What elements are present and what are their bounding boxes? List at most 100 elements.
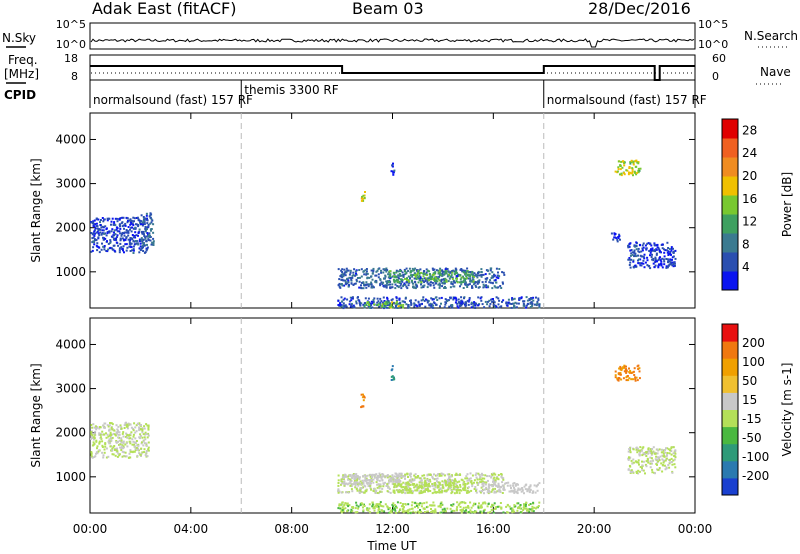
data-cell [346, 510, 349, 513]
data-cell [140, 452, 143, 455]
data-cell [457, 306, 460, 309]
data-cell [491, 275, 494, 278]
data-cell [628, 171, 630, 174]
data-cell [622, 171, 625, 174]
data-cell [354, 477, 357, 480]
data-cell [419, 502, 422, 505]
freq-right-tick-bottom: 0 [712, 70, 719, 83]
data-cell [147, 223, 150, 226]
data-cell [371, 286, 374, 289]
data-cell [105, 436, 108, 439]
data-cell [356, 479, 359, 482]
data-cell [472, 481, 475, 484]
data-cell [396, 480, 399, 483]
data-cell [480, 271, 483, 274]
data-cell [668, 248, 671, 250]
data-cell [386, 269, 389, 272]
data-cell [138, 238, 141, 241]
data-cell [619, 365, 622, 368]
data-cell [365, 268, 368, 270]
data-cell [497, 489, 500, 492]
data-cell [630, 372, 633, 374]
data-cell [109, 239, 112, 242]
data-cell [666, 258, 669, 261]
data-cell [101, 232, 104, 235]
data-cell [124, 243, 127, 246]
data-cell [654, 458, 657, 461]
data-cell [459, 278, 462, 281]
data-cell [632, 448, 635, 451]
data-cell [500, 305, 503, 308]
data-cell [389, 477, 392, 479]
data-cell [346, 282, 349, 285]
data-cell [391, 365, 394, 368]
data-cell [669, 251, 672, 254]
data-cell [455, 271, 458, 274]
data-cell [427, 300, 430, 302]
data-cell [144, 236, 147, 239]
data-cell [524, 484, 527, 487]
data-cell [109, 241, 112, 244]
data-cell [456, 481, 459, 484]
data-cell [386, 484, 389, 487]
data-cell [638, 377, 641, 380]
data-cell [451, 491, 454, 493]
data-cell [374, 492, 377, 494]
data-cell [388, 507, 391, 509]
data-cell [631, 462, 634, 465]
data-cell [631, 170, 634, 173]
data-cell [489, 281, 492, 284]
data-cell [478, 502, 480, 505]
data-cell [93, 433, 96, 436]
data-cell [135, 217, 138, 219]
data-cell [486, 277, 489, 280]
data-cell [525, 306, 528, 309]
data-cell [660, 451, 663, 454]
data-cell [359, 304, 362, 307]
data-cell [482, 273, 485, 276]
data-cell [476, 281, 478, 284]
data-cell [365, 490, 368, 493]
data-cell [521, 489, 524, 492]
data-cell [426, 281, 429, 284]
data-cell [121, 444, 124, 447]
data-cell [639, 451, 642, 454]
data-cell [420, 511, 423, 513]
data-cell [431, 475, 434, 478]
data-cell [495, 506, 498, 508]
data-cell [109, 422, 111, 424]
data-cell [341, 278, 344, 281]
data-cell [657, 449, 660, 452]
data-cell [123, 231, 126, 234]
data-cell [499, 491, 502, 493]
data-cell [646, 256, 649, 259]
data-cell [385, 280, 388, 283]
data-cell [148, 215, 151, 218]
data-cell [379, 302, 382, 305]
data-cell [614, 374, 617, 377]
data-cell [342, 304, 345, 307]
data-cell [407, 284, 410, 287]
data-cell [475, 472, 478, 475]
data-cell [144, 227, 147, 230]
data-cell [129, 239, 132, 241]
data-cell [147, 427, 150, 430]
data-cell [496, 490, 499, 493]
data-cell [484, 300, 487, 303]
data-cell [94, 223, 97, 226]
data-cell [512, 489, 515, 492]
data-cell [415, 304, 418, 307]
data-cell [129, 228, 131, 231]
data-cell [126, 427, 129, 430]
data-cell [427, 277, 429, 280]
data-cell [648, 450, 651, 453]
data-cell [463, 277, 466, 280]
data-cell [127, 456, 130, 459]
data-cell [121, 432, 124, 435]
data-cell [343, 297, 346, 300]
data-cell [459, 301, 461, 304]
data-cell [139, 435, 142, 437]
data-cell [406, 509, 409, 512]
data-cell [395, 512, 398, 514]
data-cell [115, 440, 118, 442]
